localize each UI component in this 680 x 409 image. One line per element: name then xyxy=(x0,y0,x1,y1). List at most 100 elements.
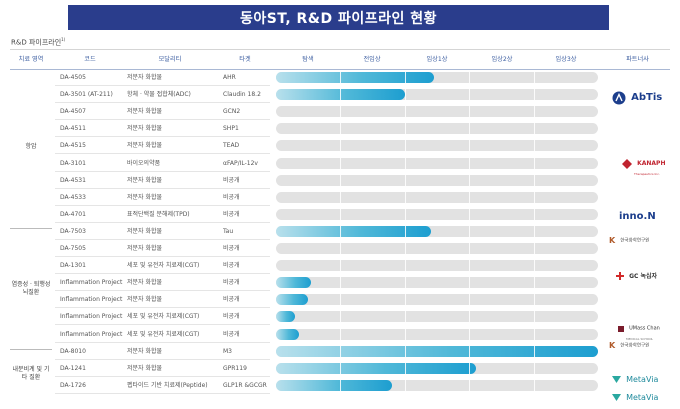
stage-divider xyxy=(469,175,470,186)
row-target: 비공개 xyxy=(223,296,240,303)
metavia-logo-icon xyxy=(612,394,621,401)
gc-logo-text: GC 녹십자 xyxy=(629,273,658,280)
area-separator xyxy=(10,228,52,229)
stage-track xyxy=(276,260,598,271)
header-phase2: 임상2상 xyxy=(491,56,513,63)
stage-divider xyxy=(340,260,341,271)
stage-divider xyxy=(405,72,406,83)
stage-divider xyxy=(340,158,341,169)
stage-divider xyxy=(469,311,470,322)
stage-divider xyxy=(469,209,470,220)
row-code: Inflammation Project xyxy=(60,279,123,286)
row-target: M3 xyxy=(223,348,232,355)
row-modality: 표적단백질 분해제(TPD) xyxy=(127,211,190,218)
stage-track xyxy=(276,380,598,391)
metavia-logo-icon xyxy=(612,376,621,383)
stage-divider xyxy=(405,311,406,322)
stage-track xyxy=(276,140,598,151)
stage-divider xyxy=(340,243,341,254)
stage-divider xyxy=(405,175,406,186)
row-divider xyxy=(55,342,270,343)
row-code: DA-4515 xyxy=(60,142,86,149)
stage-divider xyxy=(405,226,406,237)
row-code: DA-4701 xyxy=(60,211,86,218)
row-divider xyxy=(55,222,270,223)
partner-logo-metavia: MetaVia xyxy=(612,369,658,388)
stage-divider xyxy=(340,277,341,288)
stage-divider xyxy=(340,363,341,374)
partner-logo-krict: K 한국화학연구원 xyxy=(609,230,649,249)
stage-divider xyxy=(534,192,535,203)
kanaph-logo-text: KANAPH xyxy=(637,160,666,167)
row-target: AHR xyxy=(223,74,236,81)
stage-divider xyxy=(405,140,406,151)
partner-logo-abtis: AbTis xyxy=(612,87,662,106)
stage-divider xyxy=(340,72,341,83)
stage-divider xyxy=(340,140,341,151)
stage-track xyxy=(276,72,598,83)
row-code: DA-4507 xyxy=(60,108,86,115)
subtitle-divider xyxy=(10,49,670,50)
row-modality: 저분자 화합물 xyxy=(127,108,163,115)
partner-logo-kanaph: KANAPH Therapeutics Inc. xyxy=(622,153,665,176)
stage-divider xyxy=(469,294,470,305)
stage-track xyxy=(276,277,598,288)
stage-divider xyxy=(534,277,535,288)
row-target: GLP1R &GCGR xyxy=(223,382,267,389)
stage-divider xyxy=(405,106,406,117)
header-divider xyxy=(10,69,670,70)
kanaph-logo-subtext: Therapeutics Inc. xyxy=(634,172,660,176)
stage-divider xyxy=(534,89,535,100)
header-partner: 파트너사 xyxy=(626,56,649,63)
metavia-logo-text: MetaVia xyxy=(626,375,659,384)
stage-divider xyxy=(469,277,470,288)
area-separator xyxy=(10,349,52,350)
row-target: 비공개 xyxy=(223,313,240,320)
stage-track xyxy=(276,175,598,186)
partner-logo-metavia: MetaVia xyxy=(612,387,658,406)
gc-logo-icon xyxy=(616,271,624,280)
stage-divider xyxy=(534,140,535,151)
partner-logo-krict: K 한국화학연구원 xyxy=(609,335,649,354)
row-code: Inflammation Project xyxy=(60,296,123,303)
row-code: DA-4505 xyxy=(60,74,86,81)
row-divider xyxy=(55,393,270,394)
stage-divider xyxy=(469,243,470,254)
row-divider xyxy=(55,239,270,240)
stage-divider xyxy=(469,158,470,169)
row-target: TEAD xyxy=(223,142,240,149)
stage-divider xyxy=(340,209,341,220)
row-modality: 저분자 화합물 xyxy=(127,279,163,286)
stage-divider xyxy=(534,363,535,374)
stage-divider xyxy=(469,89,470,100)
row-divider xyxy=(55,359,270,360)
row-modality: 저분자 화합물 xyxy=(127,125,163,132)
row-divider xyxy=(55,171,270,172)
header-phase3: 임상3상 xyxy=(555,56,577,63)
progress-bar xyxy=(276,294,308,305)
stage-divider xyxy=(469,260,470,271)
krict-logo-text: 한국화학연구원 xyxy=(620,343,650,349)
stage-divider xyxy=(405,363,406,374)
stage-divider xyxy=(534,106,535,117)
umass-logo-icon xyxy=(618,325,624,332)
stage-divider xyxy=(405,158,406,169)
area-label-oncology: 항암 xyxy=(25,143,37,150)
row-target: αFAP/IL-12v xyxy=(223,160,258,167)
stage-divider xyxy=(534,72,535,83)
row-divider xyxy=(55,136,270,137)
row-code: DA-7505 xyxy=(60,245,86,252)
stage-divider xyxy=(534,209,535,220)
footnote-marker: 1) xyxy=(61,37,66,42)
abtis-logo-text: AbTis xyxy=(631,92,663,103)
row-target: 비공개 xyxy=(223,211,240,218)
row-target: Tau xyxy=(223,228,234,235)
stage-divider xyxy=(534,346,535,357)
metavia-logo-text: MetaVia xyxy=(626,393,659,402)
stage-divider xyxy=(534,123,535,134)
stage-divider xyxy=(340,89,341,100)
stage-divider xyxy=(469,346,470,357)
stage-divider xyxy=(340,175,341,186)
row-code: DA-3501 (AT-211) xyxy=(60,91,113,98)
progress-bar xyxy=(276,329,299,340)
